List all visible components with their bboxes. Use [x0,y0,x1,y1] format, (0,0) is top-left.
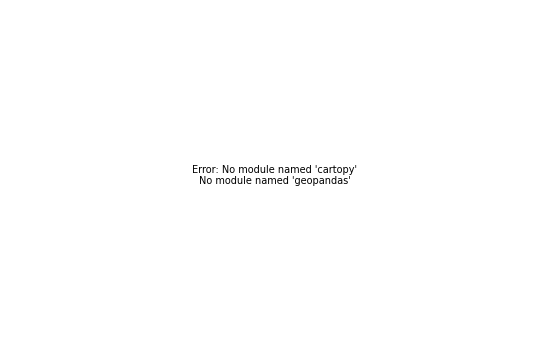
Text: Error: No module named 'cartopy'
No module named 'geopandas': Error: No module named 'cartopy' No modu… [192,165,358,186]
